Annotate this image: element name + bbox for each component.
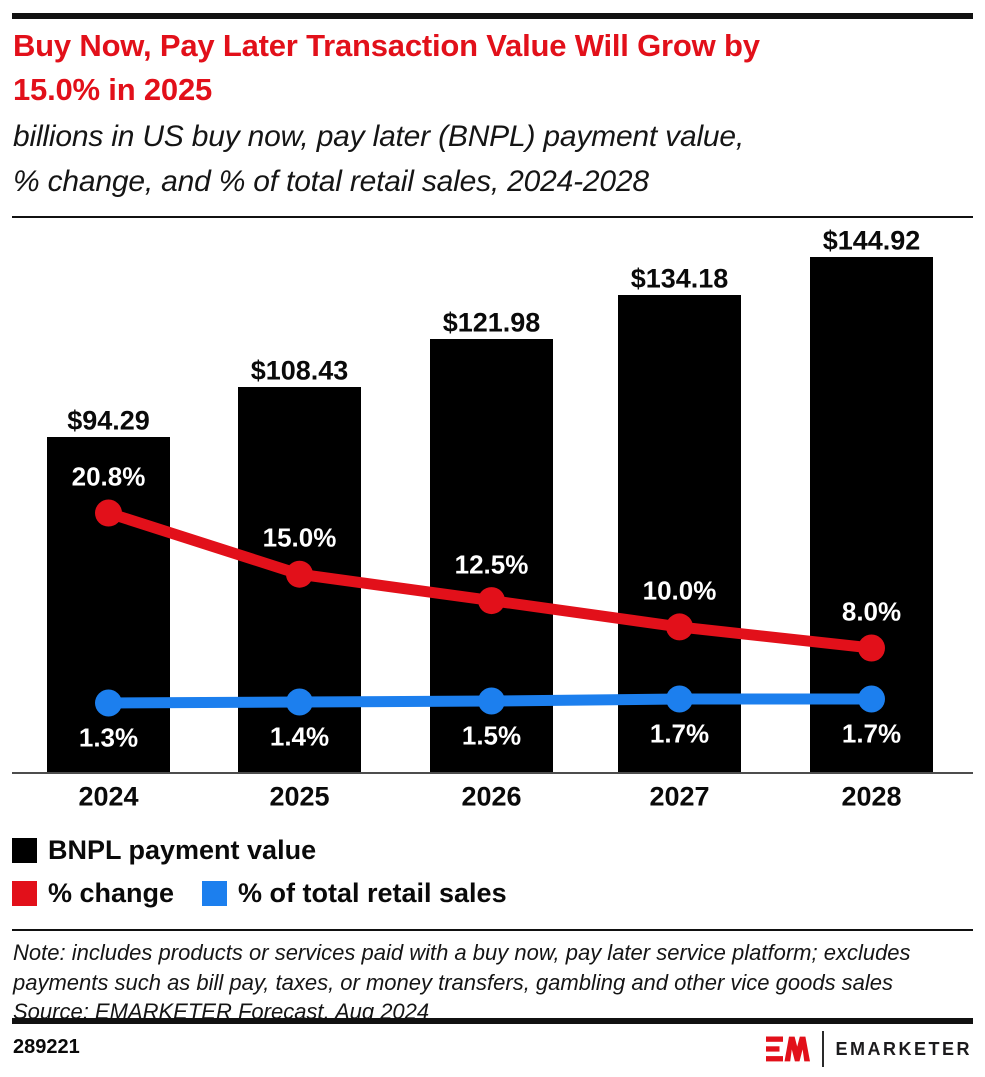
page-title: Buy Now, Pay Later Transaction Value Wil… [13,24,973,112]
pct-change-label-2028: 8.0% [841,596,902,627]
chart-subtitle: billions in US buy now, pay later (BNPL)… [13,114,973,204]
bottom-rule [12,1018,973,1024]
x-axis-label-2027: 2027 [649,781,710,812]
bar-value-label-2026: $121.98 [442,307,541,338]
emarketer-logo-monogram [766,1036,811,1062]
pct-change-label-2024: 20.8% [71,461,146,492]
subtitle-line-2: % change, and % of total retail sales, 2… [13,165,649,198]
legend-row-2: % change [12,878,174,909]
emarketer-wordmark: EMARKETER [835,1038,972,1059]
bar-value-label-2024: $94.29 [67,405,150,436]
x-axis-label-2025: 2025 [269,781,330,812]
legend-swatch-bnpl [12,838,37,863]
bar-value-label-2028: $144.92 [822,225,921,256]
subtitle-line-1: billions in US buy now, pay later (BNPL)… [13,120,745,153]
legend-label-retail-sales: % of total retail sales [238,878,507,908]
bnpl-bar-2025 [238,386,361,773]
logo-separator [822,1031,825,1067]
x-axis-line [12,772,973,774]
pct-change-label-2025: 15.0% [262,522,337,553]
note-line-2: payments such as bill pay, taxes, or mon… [13,969,894,995]
bar-value-label-2027: $134.18 [630,263,729,294]
top-rule [12,13,973,19]
emarketer-logo: EMARKETER [766,1030,972,1068]
note-line-1: Note: includes products or services paid… [13,940,911,965]
retail-sales-label-2026: 1.5% [461,720,522,751]
bnpl-bar-2027 [618,295,741,773]
legend-row-3: % of total retail sales [202,878,507,909]
pct-change-label-2026: 12.5% [454,549,529,580]
retail-sales-label-2027: 1.7% [649,718,710,749]
note-text: Note: includes products or services paid… [13,938,973,1027]
legend-label-pct-change: % change [48,878,175,908]
note-rule [12,929,973,931]
legend-swatch-pct-change [12,881,37,906]
retail-sales-label-2024: 1.3% [78,722,139,753]
chart-id: 289221 [13,1036,80,1058]
legend-label-bnpl: BNPL payment value [48,835,317,865]
x-axis-label-2028: 2028 [841,781,902,812]
subtitle-rule [12,216,973,218]
bnpl-bar-2028 [810,256,933,773]
retail-sales-label-2028: 1.7% [841,718,902,749]
title-line-1: Buy Now, Pay Later Transaction Value Wil… [13,28,760,63]
retail-sales-label-2025: 1.4% [269,721,330,752]
bar-value-label-2025: $108.43 [250,355,349,386]
legend-row-1: BNPL payment value [12,835,316,866]
x-axis-label-2024: 2024 [78,781,139,812]
x-axis-label-2026: 2026 [461,781,522,812]
legend-swatch-retail-sales [202,881,227,906]
pct-change-label-2027: 10.0% [642,575,717,606]
title-line-2: 15.0% in 2025 [13,72,213,107]
